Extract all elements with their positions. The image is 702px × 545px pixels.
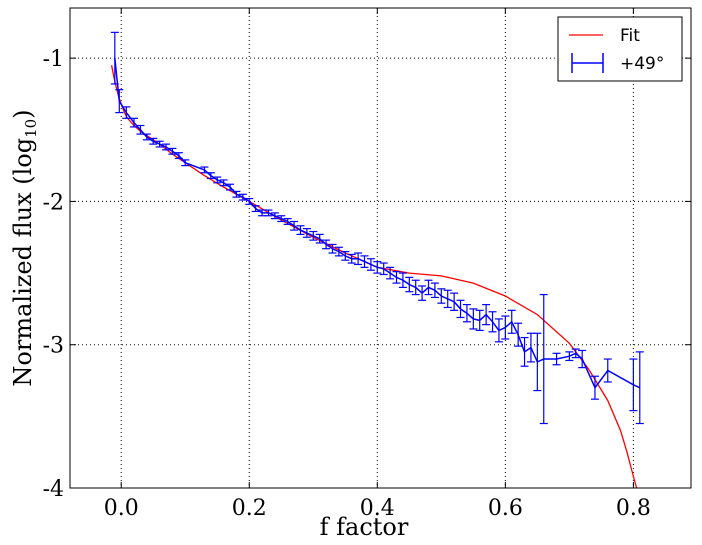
error-bar: [533, 332, 542, 392]
error-bar: [462, 303, 471, 323]
error-bar: [149, 137, 158, 145]
error-bar: [488, 311, 497, 333]
x-tick-label: 0.4: [360, 496, 395, 521]
error-bar: [226, 183, 235, 191]
error-bar: [520, 336, 529, 367]
legend-data-label: +49°: [620, 54, 664, 74]
y-axis-label: Normalized flux (log10): [9, 109, 40, 386]
error-bar: [302, 228, 311, 238]
x-tick-label: 0.8: [616, 496, 651, 521]
x-tick-label: 0.2: [232, 496, 267, 521]
error-bar: [578, 349, 587, 369]
data-line: [114, 58, 641, 390]
x-tick-label: 0.0: [104, 496, 139, 521]
error-bar: [115, 89, 124, 114]
y-axis-label-main: Normalized flux (log: [9, 138, 37, 387]
error-bar: [213, 176, 222, 184]
y-tick-label: -4: [43, 477, 64, 502]
error-bar: [590, 375, 599, 400]
error-bar: [245, 197, 254, 205]
error-bar: [565, 351, 574, 362]
error-bar: [174, 152, 183, 160]
error-bar: [341, 250, 350, 261]
error-bar: [232, 190, 241, 198]
error-bar: [238, 193, 247, 201]
error-bar: [360, 255, 369, 268]
error-bar: [110, 31, 119, 85]
legend: Fit +49°: [557, 16, 683, 82]
error-bar: [456, 299, 465, 319]
error-bar: [552, 352, 561, 366]
x-axis-label: f factor: [320, 513, 409, 541]
error-bar: [475, 309, 484, 331]
legend-box: [557, 16, 683, 82]
error-bar: [405, 276, 414, 293]
error-bar: [155, 140, 164, 148]
error-bar: [142, 133, 151, 141]
error-bar: [328, 243, 337, 254]
error-bar: [379, 262, 388, 276]
error-bar: [424, 279, 433, 296]
error-bar: [507, 309, 516, 334]
error-bar: [539, 293, 548, 425]
grid-layer: [70, 8, 691, 489]
error-bar: [168, 147, 177, 155]
data-layer: [110, 31, 644, 425]
y-tick-label: -3: [43, 334, 64, 359]
error-bar: [430, 282, 439, 299]
error-bar: [629, 358, 638, 412]
error-bar: [418, 285, 427, 301]
error-bar: [635, 351, 644, 425]
error-bar: [494, 318, 503, 343]
error-bar: [219, 179, 228, 187]
error-bar: [501, 315, 510, 340]
error-bar: [603, 358, 612, 383]
error-bar: [366, 258, 375, 271]
error-bar: [270, 212, 279, 220]
tick-layer: 0.0 0.2 0.4 0.6 0.8 -4 -3 -2 -1: [43, 8, 691, 521]
error-bar: [334, 246, 343, 257]
error-bar: [571, 348, 580, 359]
error-bar: [514, 322, 523, 347]
error-bar: [277, 215, 286, 223]
error-bar: [315, 233, 324, 244]
error-bar: [162, 143, 171, 151]
error-bar: [443, 289, 452, 309]
legend-data-swatch: [571, 53, 604, 73]
error-bar: [322, 239, 331, 250]
y-axis-label-subscript: 10: [22, 119, 40, 138]
error-bar: [450, 292, 459, 311]
error-bar: [386, 266, 395, 280]
y-tick-label: -1: [43, 47, 64, 72]
error-bar: [392, 271, 401, 284]
error-bar: [290, 220, 299, 231]
error-bar: [469, 308, 478, 330]
y-axis-label-close: ): [9, 109, 37, 118]
error-bar: [181, 159, 190, 167]
error-bar: [309, 230, 318, 241]
error-bar: [398, 272, 407, 289]
error-bar: [296, 225, 305, 235]
legend-fit-label: Fit: [620, 26, 640, 46]
fit-layer: [110, 65, 638, 489]
error-bar: [251, 205, 260, 213]
error-bar: [411, 279, 420, 296]
error-bar: [437, 288, 446, 304]
error-bar: [130, 117, 139, 128]
plot-frame: [69, 7, 692, 489]
error-bar: [122, 106, 131, 119]
fit-line: [110, 65, 638, 489]
y-tick-label: -2: [43, 190, 64, 215]
error-bar: [283, 218, 292, 225]
error-bar: [347, 253, 356, 264]
error-bar: [373, 261, 382, 274]
error-bar: [206, 172, 215, 180]
error-bar: [264, 209, 273, 217]
error-bar: [354, 252, 363, 266]
x-tick-label: 0.6: [488, 496, 523, 521]
error-bar: [482, 303, 491, 326]
